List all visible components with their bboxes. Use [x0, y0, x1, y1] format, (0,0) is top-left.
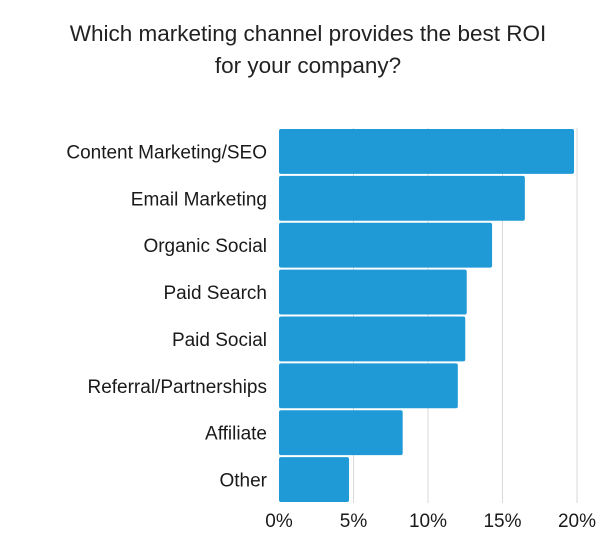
- x-tick-label: 5%: [340, 511, 368, 532]
- category-label: Affiliate: [205, 424, 267, 445]
- x-tick-label: 15%: [483, 511, 521, 532]
- chart-title: Which marketing channel provides the bes…: [0, 18, 616, 82]
- bar: [279, 175, 525, 221]
- bar-layer: [279, 129, 575, 502]
- bar: [279, 129, 575, 174]
- bar: [279, 269, 467, 315]
- category-label: Paid Social: [172, 330, 267, 351]
- x-tick-label: 20%: [558, 511, 596, 532]
- bar: [279, 316, 466, 362]
- category-label: Paid Search: [163, 283, 267, 304]
- tick-layer: 0% 5% 10% 15% 20%: [265, 511, 596, 532]
- x-tick-label: 0%: [265, 511, 293, 532]
- chart-title-line-2: for your company?: [214, 53, 402, 78]
- category-label: Other: [219, 471, 267, 492]
- bar: [279, 410, 403, 456]
- bar: [279, 222, 493, 268]
- x-tick-label: 10%: [409, 511, 447, 532]
- chart-title-line-1: Which marketing channel provides the bes…: [69, 21, 547, 46]
- category-label: Organic Social: [143, 236, 267, 257]
- category-label: Referral/Partnerships: [87, 377, 267, 398]
- bar: [279, 457, 350, 502]
- label-layer: Content Marketing/SEO Email Marketing Orga…: [66, 142, 267, 491]
- bar: [279, 363, 458, 409]
- category-label: Content Marketing/SEO: [66, 142, 267, 163]
- category-label: Email Marketing: [131, 189, 267, 210]
